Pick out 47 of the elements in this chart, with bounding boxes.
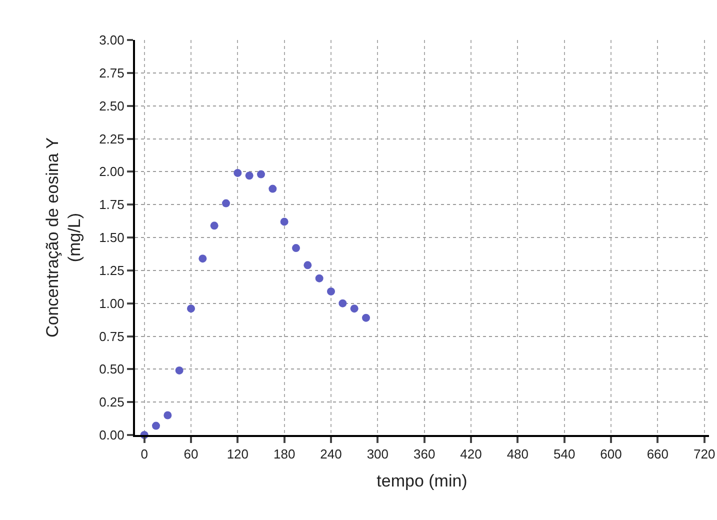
point <box>257 170 265 178</box>
point <box>234 168 242 177</box>
point <box>362 314 370 322</box>
point <box>187 304 195 313</box>
y-tick-label: 1.50 <box>99 230 124 246</box>
point <box>268 184 277 193</box>
point <box>245 172 254 180</box>
y-tick-label: 2.25 <box>99 131 124 146</box>
point <box>327 287 335 296</box>
y-tick-label: 2.50 <box>99 98 124 114</box>
y-tick-label: 1.75 <box>99 197 124 212</box>
point <box>175 366 184 374</box>
point <box>350 304 358 313</box>
x-tick-label: 600 <box>600 446 622 462</box>
x-tick-label: 240 <box>320 446 342 462</box>
point <box>280 218 288 226</box>
x-tick-label: 660 <box>646 446 669 462</box>
y-tick-label: 0.50 <box>99 362 124 377</box>
x-tick-label: 0 <box>140 446 148 462</box>
x-tick-label: 300 <box>366 446 389 462</box>
x-tick-label: 720 <box>693 446 716 462</box>
point <box>164 411 172 420</box>
y-tick-label: 2.00 <box>99 164 124 180</box>
point <box>315 274 324 282</box>
x-axis-title: tempo (min) <box>376 472 468 490</box>
point <box>292 244 300 252</box>
x-tick-label: 360 <box>413 446 436 462</box>
x-tick-label: 60 <box>184 446 198 462</box>
x-tick-label: 180 <box>273 446 296 462</box>
point <box>152 422 160 430</box>
y-tick-label: 3.00 <box>99 32 124 48</box>
y-tick-label: 1.25 <box>99 262 124 278</box>
point <box>338 299 347 308</box>
y-tick-label: 0.75 <box>99 328 124 344</box>
point <box>210 222 218 230</box>
y-tick-label: 1.00 <box>99 296 124 311</box>
y-axis-title: Concentração de eosina Y (mg/L) <box>43 137 84 338</box>
point <box>198 254 207 263</box>
x-tick-label: 420 <box>460 446 482 462</box>
point <box>304 261 312 270</box>
x-tick-label: 120 <box>226 446 249 462</box>
x-tick-label: 480 <box>506 446 529 462</box>
y-tick-label: 0.25 <box>99 394 124 410</box>
y-tick-label: 2.75 <box>99 65 124 80</box>
y-tick-label: 0.00 <box>99 428 124 443</box>
point <box>222 199 230 208</box>
x-tick-label: 540 <box>553 446 576 462</box>
